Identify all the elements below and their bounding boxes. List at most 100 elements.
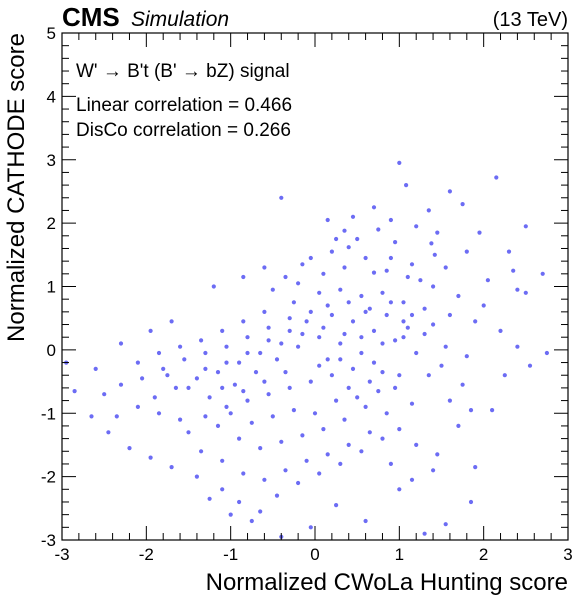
data-point (325, 303, 330, 308)
plot-frame (61, 32, 569, 541)
data-point (308, 255, 313, 261)
data-point (182, 357, 187, 362)
data-point (300, 262, 305, 267)
data-point (346, 442, 351, 447)
data-point (283, 274, 288, 280)
experiment-label: CMS (62, 2, 120, 32)
data-point (127, 446, 132, 451)
data-point (317, 363, 322, 368)
data-point (371, 205, 377, 210)
data-point (376, 389, 381, 394)
y-tick-label: 1 (47, 278, 56, 297)
data-point (334, 503, 339, 508)
data-point (304, 319, 309, 324)
data-point (342, 331, 347, 337)
data-point (363, 309, 368, 314)
data-point (523, 290, 528, 295)
data-point (456, 293, 461, 299)
data-point (384, 312, 389, 318)
data-point (237, 360, 242, 365)
data-point (215, 423, 221, 428)
data-point (220, 385, 225, 390)
data-point (270, 414, 275, 419)
data-point (350, 319, 356, 324)
data-point (245, 350, 250, 356)
data-point (515, 344, 520, 349)
data-point (237, 499, 242, 505)
data-point (384, 268, 389, 273)
x-tick-label: 1 (395, 545, 404, 564)
data-point (89, 414, 94, 419)
data-point (414, 224, 419, 229)
data-point (140, 376, 145, 381)
data-point (72, 389, 77, 394)
data-point (207, 496, 212, 501)
data-point (523, 224, 528, 229)
data-point (148, 328, 153, 333)
data-point (266, 338, 271, 343)
data-point (279, 195, 284, 200)
data-point (245, 335, 250, 340)
data-point (300, 331, 305, 337)
data-point (350, 366, 356, 371)
data-point (241, 471, 246, 476)
data-point (279, 341, 284, 346)
data-point (460, 382, 465, 387)
data-point (359, 449, 364, 454)
data-point (93, 366, 98, 371)
data-point (397, 427, 402, 432)
data-point (393, 240, 398, 245)
data-point (468, 499, 474, 505)
data-point (325, 217, 330, 223)
points-layer (64, 160, 550, 539)
data-point (384, 411, 389, 416)
data-point (431, 284, 436, 289)
data-point (422, 306, 427, 311)
data-point (279, 439, 284, 444)
data-point (224, 404, 229, 409)
data-point (262, 265, 267, 270)
data-point (228, 411, 233, 416)
data-point (148, 455, 153, 460)
data-point (515, 287, 520, 292)
data-point (481, 303, 486, 308)
data-point (118, 341, 124, 346)
data-point (388, 217, 393, 223)
data-point (397, 373, 402, 378)
data-point (342, 265, 347, 270)
data-point (456, 423, 461, 428)
data-point (262, 379, 267, 384)
data-point (224, 360, 229, 365)
data-point (102, 392, 107, 397)
data-point (401, 300, 406, 305)
data-point (371, 328, 377, 333)
data-point (380, 436, 385, 441)
data-point (540, 271, 545, 276)
data-point (194, 474, 199, 479)
data-point (401, 319, 406, 324)
data-point (317, 290, 322, 295)
data-point (118, 382, 124, 387)
y-tick-label: 0 (47, 341, 56, 360)
y-tick-label: -1 (41, 404, 56, 423)
data-point (468, 408, 474, 413)
data-point (380, 341, 385, 346)
data-point (178, 417, 183, 422)
data-point (443, 265, 448, 270)
data-point (241, 274, 246, 280)
data-point (308, 309, 313, 314)
data-point (296, 344, 301, 349)
data-point (258, 509, 263, 514)
data-point (169, 465, 174, 470)
process-annotation: W' → B't (B' → bZ) signal (76, 61, 290, 82)
data-point (502, 373, 507, 378)
data-point (435, 230, 440, 235)
data-point (283, 370, 288, 375)
data-point (237, 436, 242, 441)
data-point (380, 290, 385, 295)
data-point (346, 385, 351, 390)
data-point (199, 338, 204, 343)
data-point (355, 236, 360, 242)
